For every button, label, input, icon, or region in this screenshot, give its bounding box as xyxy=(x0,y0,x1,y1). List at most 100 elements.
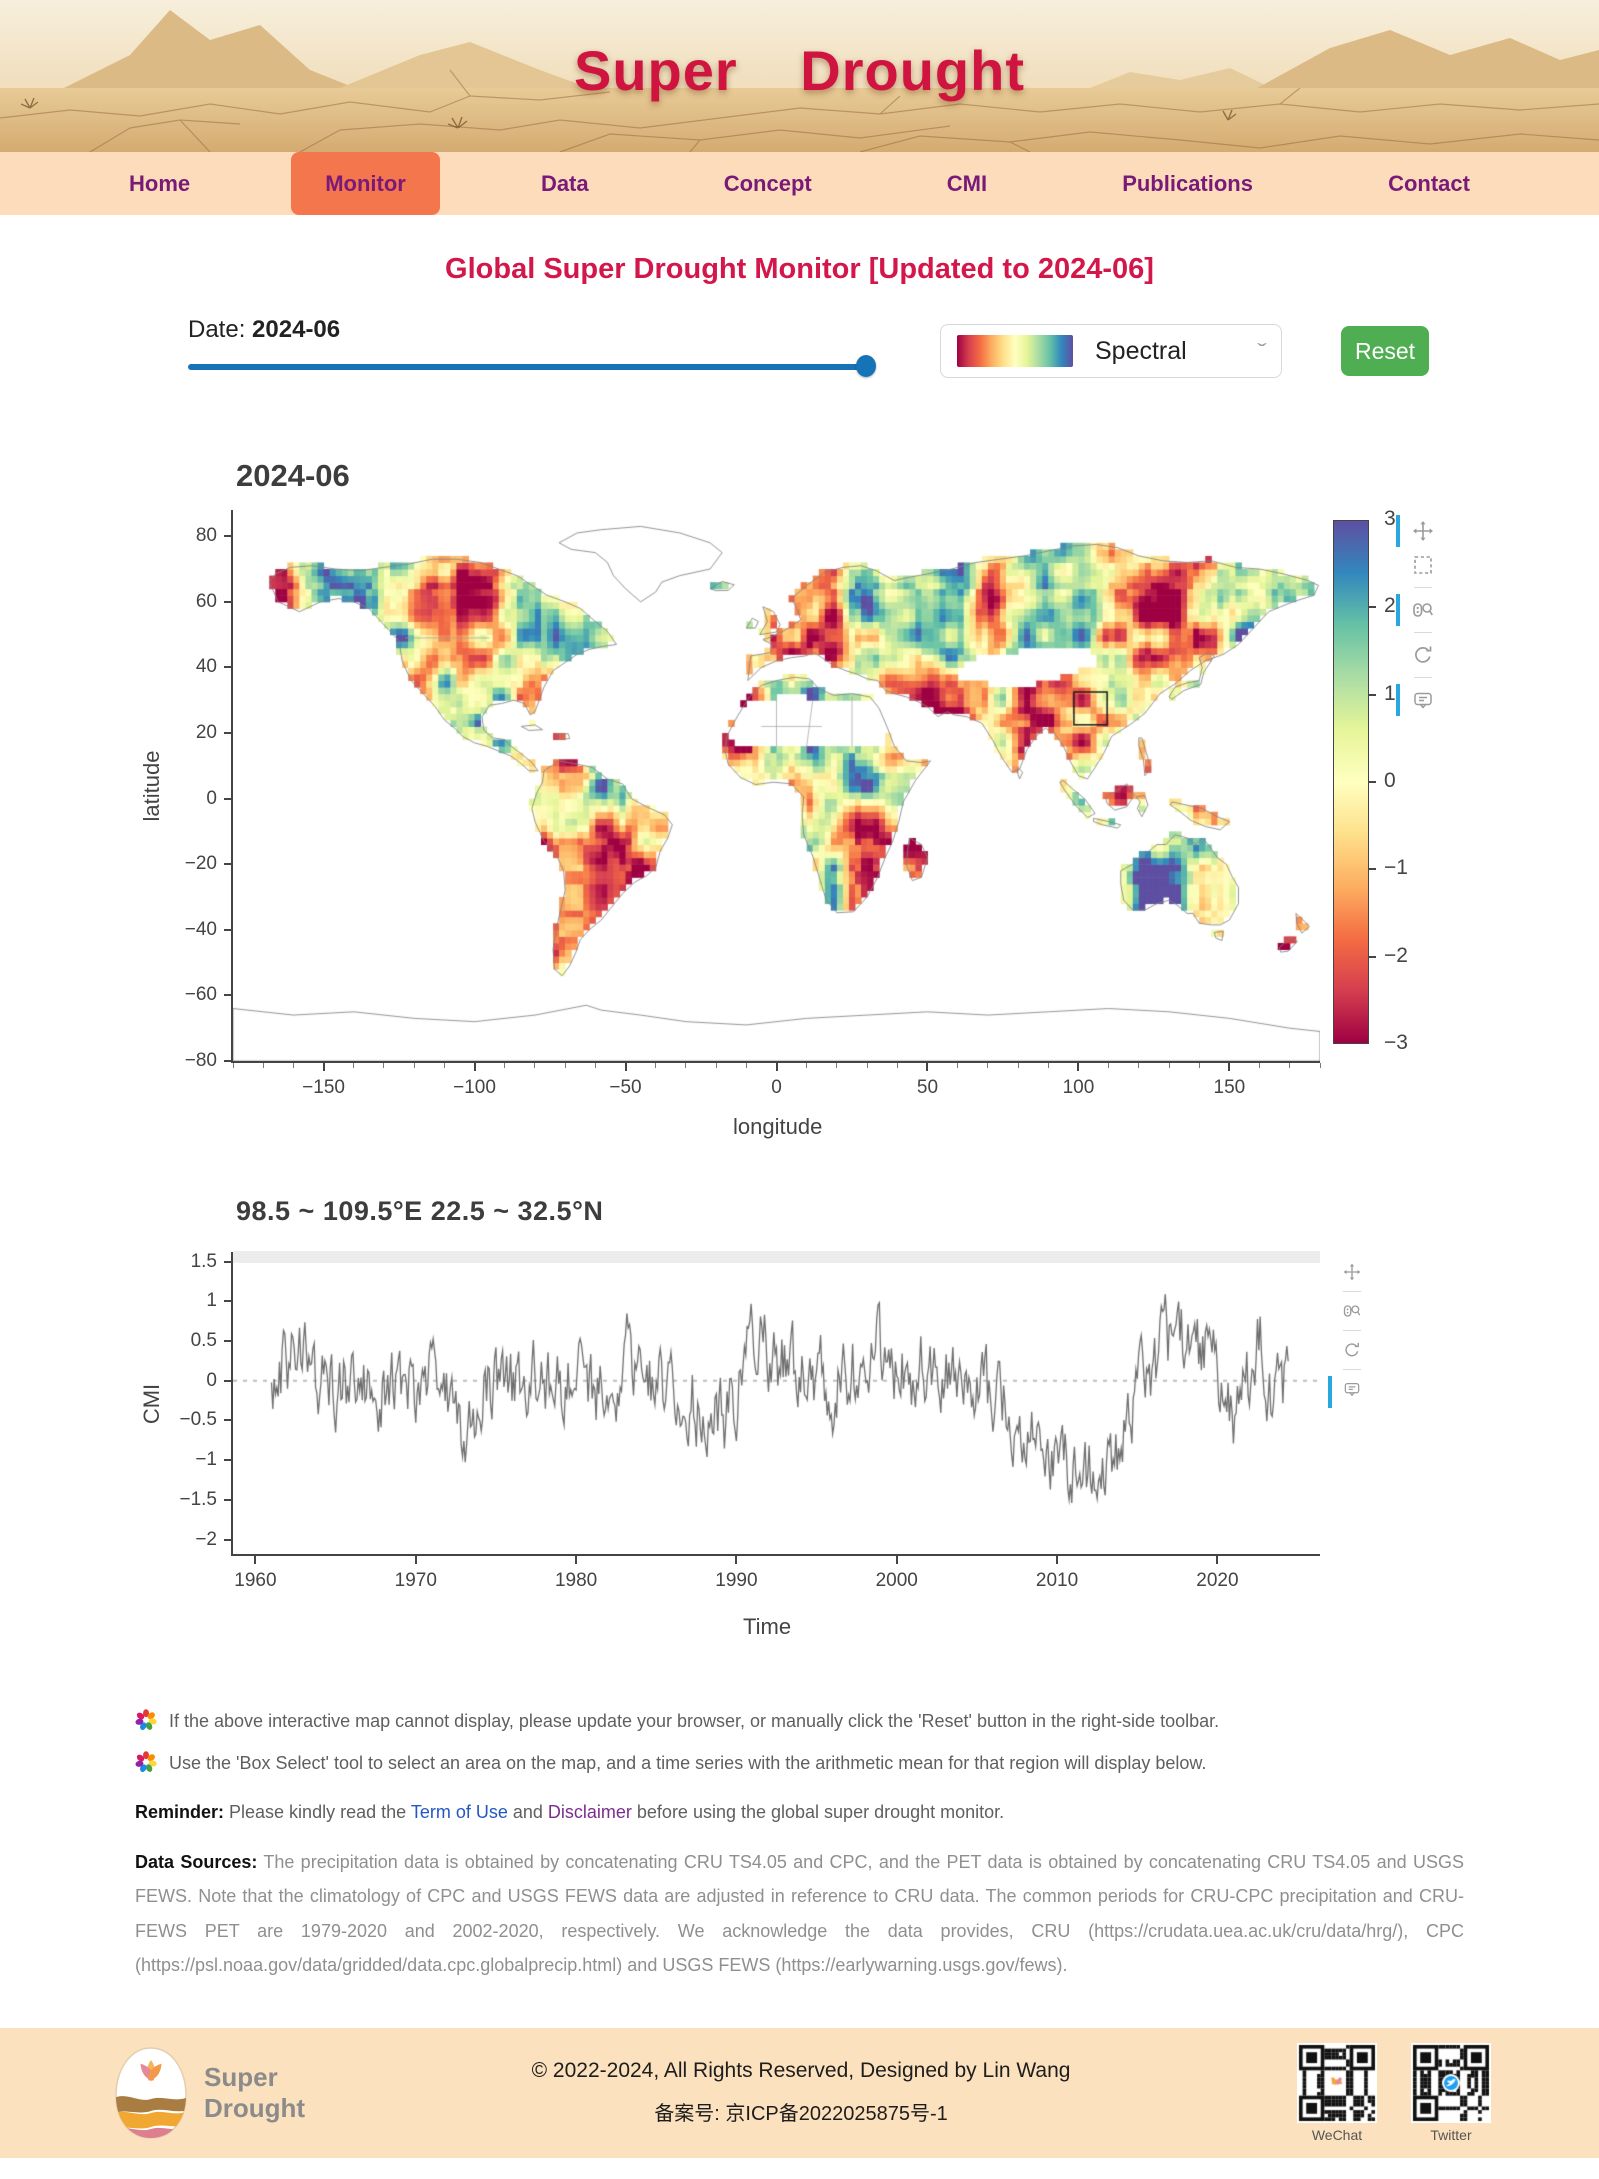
pan-icon[interactable] xyxy=(1340,1260,1364,1284)
x-tick-mark xyxy=(926,1063,929,1071)
note-row: Use the 'Box Select' tool to select an a… xyxy=(135,1750,1464,1776)
x-tick-label: −100 xyxy=(453,1077,496,1098)
date-slider-track[interactable] xyxy=(188,364,866,370)
modebar-active-indicator xyxy=(1396,515,1400,547)
y-tick-label: 40 xyxy=(195,656,217,678)
x-tick-label: 1960 xyxy=(234,1570,277,1591)
y-tick-label: 20 xyxy=(195,722,217,744)
timeseries-figure: 98.5 ~ 109.5°E 22.5 ~ 32.5°N CMI Time 1.… xyxy=(0,1196,1599,1674)
nav-item-concept[interactable]: Concept xyxy=(723,170,812,196)
map-x-axis-title: longitude xyxy=(733,1114,823,1139)
y-tick-mark xyxy=(224,1538,231,1541)
super-drought-logo-icon xyxy=(115,2047,187,2139)
x-tick-mark xyxy=(775,1063,778,1071)
ts-x-axis-title: Time xyxy=(743,1614,792,1639)
x-minor-tick-mark xyxy=(836,1063,838,1068)
date-slider-handle[interactable] xyxy=(856,355,876,377)
x-minor-tick-mark xyxy=(685,1063,687,1068)
nav-item-monitor[interactable]: Monitor xyxy=(291,152,440,215)
y-tick-label: 80 xyxy=(195,525,217,547)
data-sources: Data Sources: The precipitation data is … xyxy=(135,1845,1464,1982)
modebar-separator xyxy=(1414,587,1432,588)
wechat-qr-label: WeChat xyxy=(1311,2126,1363,2143)
modebar-separator xyxy=(1343,1330,1361,1331)
x-tick-label: 2010 xyxy=(1035,1570,1079,1591)
x-minor-tick-mark xyxy=(655,1063,657,1068)
x-minor-tick-mark xyxy=(594,1063,596,1068)
chevron-down-icon: ˇ xyxy=(1257,340,1267,361)
y-tick-label: −2 xyxy=(195,1528,217,1550)
x-minor-tick-mark xyxy=(353,1063,355,1068)
x-tick-label: 0 xyxy=(771,1077,782,1098)
colormap-select[interactable]: Spectral ˇ xyxy=(940,324,1282,378)
data-sources-label: Data Sources: xyxy=(135,1852,258,1873)
y-tick-label: 0.5 xyxy=(190,1330,217,1351)
box-select-icon[interactable] xyxy=(1408,550,1438,580)
y-tick-label: 60 xyxy=(195,590,217,612)
world-map-canvas[interactable] xyxy=(233,510,1320,1061)
y-tick-label: −1.5 xyxy=(179,1488,217,1510)
x-tick-mark xyxy=(1228,1063,1231,1071)
zoom-icon[interactable] xyxy=(1340,1299,1364,1323)
timeseries-canvas[interactable] xyxy=(233,1252,1320,1554)
y-tick-mark xyxy=(224,666,231,669)
page-title: Global Super Drought Monitor [Updated to… xyxy=(445,253,1154,285)
y-tick-label: 1 xyxy=(206,1290,217,1312)
world-map-figure: 2024-06 latitude longitude 80 60 40 20 0 −20−… xyxy=(0,458,1599,1170)
nav-item-cmi[interactable]: CMI xyxy=(946,170,988,196)
y-tick-mark xyxy=(224,863,231,866)
hover-icon[interactable] xyxy=(1396,684,1438,716)
term-of-use-link[interactable]: Term of Use xyxy=(410,1802,508,1823)
zoom-icon[interactable] xyxy=(1396,594,1438,626)
map-y-axis-title: latitude xyxy=(139,750,164,822)
y-tick-label: −40 xyxy=(184,918,217,940)
modebar-active-indicator xyxy=(1396,594,1400,626)
nav-item-publications[interactable]: Publications xyxy=(1122,170,1253,196)
colorbar-tick-label: 0 xyxy=(1384,769,1396,792)
y-tick-mark xyxy=(224,1459,231,1462)
footer-center: © 2022-2024, All Rights Reserved, Design… xyxy=(305,2059,1297,2126)
main-content: Global Super Drought Monitor [Updated to… xyxy=(0,253,1599,1982)
x-tick-label: 1980 xyxy=(554,1570,598,1591)
site-header: Super Drought xyxy=(0,0,1599,152)
modebar-separator xyxy=(1343,1369,1361,1370)
reset-button[interactable]: Reset xyxy=(1341,326,1429,376)
y-tick-mark xyxy=(224,1498,231,1501)
y-tick-mark xyxy=(224,535,231,538)
nav-item-contact[interactable]: Contact xyxy=(1388,170,1470,196)
site-footer: Super Drought © 2022-2024, All Rights Re… xyxy=(0,2027,1599,2158)
twitter-qr-image xyxy=(1411,2042,1491,2123)
x-minor-tick-mark xyxy=(1259,1063,1261,1068)
x-tick-mark xyxy=(254,1556,257,1564)
x-minor-tick-mark xyxy=(1108,1063,1110,1068)
pan-icon[interactable] xyxy=(1396,515,1438,547)
x-tick-label: 50 xyxy=(916,1077,939,1098)
x-minor-tick-mark xyxy=(715,1063,717,1068)
footer-logo-name: Super Drought xyxy=(204,2062,305,2124)
x-tick-mark xyxy=(735,1556,738,1564)
footer-logo: Super Drought xyxy=(112,2046,305,2140)
reset-icon[interactable] xyxy=(1408,640,1438,670)
colorbar-tick-label: −3 xyxy=(1384,1031,1408,1054)
x-minor-tick-mark xyxy=(745,1063,747,1068)
reset-icon[interactable] xyxy=(1340,1338,1364,1362)
y-tick-mark xyxy=(224,732,231,735)
colorbar-tick-mark xyxy=(1369,781,1376,783)
twitter-qr: Twitter xyxy=(1411,2042,1491,2143)
x-minor-tick-mark xyxy=(1168,1063,1170,1068)
colorbar-tick-mark xyxy=(1369,606,1376,609)
colorbar-tick-label: 3 xyxy=(1384,507,1396,530)
reminder-text: and xyxy=(507,1802,548,1823)
x-tick-label: 150 xyxy=(1213,1077,1246,1098)
nav-item-home[interactable]: Home xyxy=(129,170,191,196)
twitter-qr-label: Twitter xyxy=(1430,2126,1472,2143)
disclaimer-link[interactable]: Disclaimer xyxy=(547,1802,632,1823)
x-minor-tick-mark xyxy=(806,1063,808,1068)
reminder-label: Reminder: xyxy=(135,1802,225,1823)
x-axis-line xyxy=(231,1554,1320,1556)
y-tick-mark xyxy=(224,928,231,931)
wechat-qr-image xyxy=(1297,2042,1377,2123)
modebar-separator xyxy=(1414,677,1432,678)
nav-item-data[interactable]: Data xyxy=(540,170,589,196)
hover-icon[interactable] xyxy=(1328,1376,1364,1408)
